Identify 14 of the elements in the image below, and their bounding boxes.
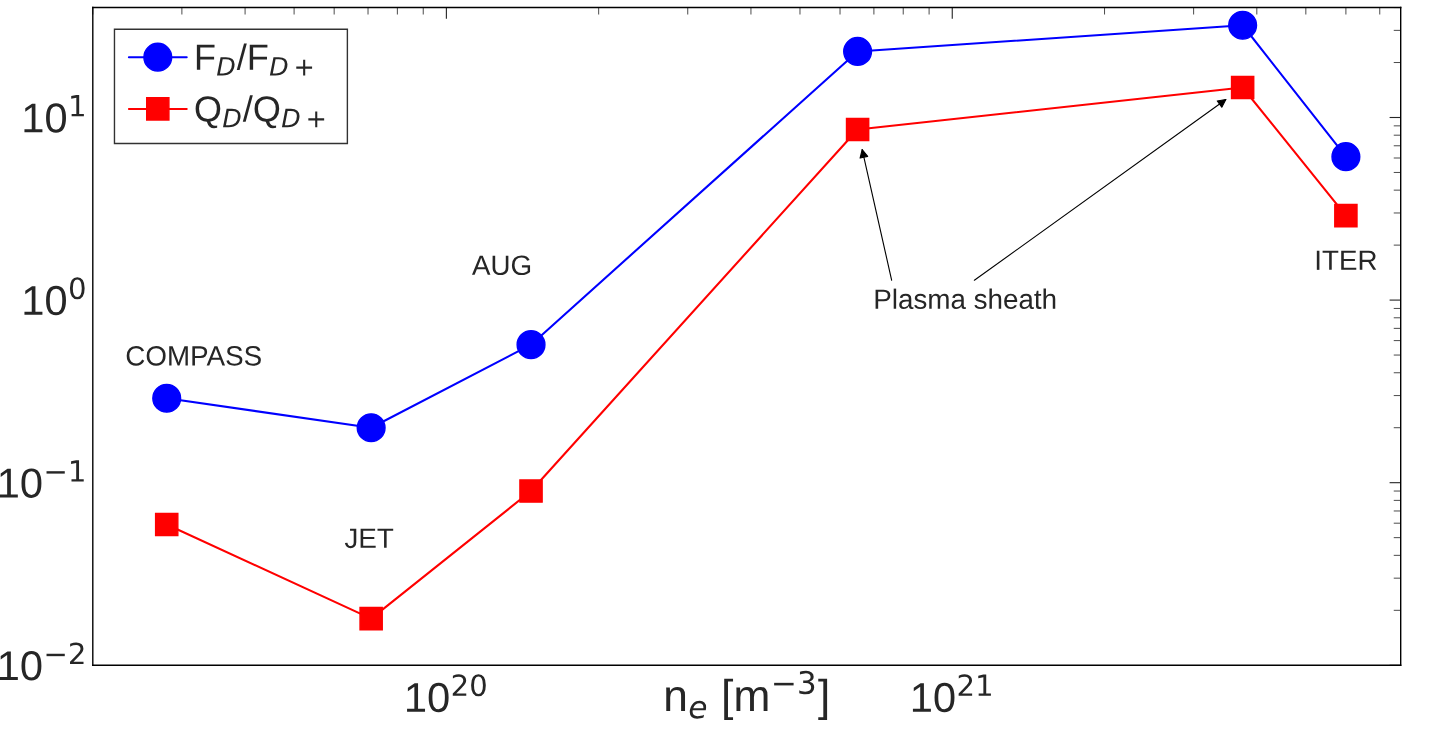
y-tick-label: 10$^{0}$ (24, 277, 85, 316)
x-tick-label: 10$^{21}$ (912, 674, 991, 713)
y-tick-label: 10$^{−1}$ (0, 460, 84, 498)
annotation: ITER (1316, 250, 1377, 270)
y-tick-label: 10$^{−2}$ (0, 642, 84, 681)
annotation: COMPASS (126, 346, 261, 366)
legend-label: F$_{D}$/F$_{D+}$ (196, 43, 313, 76)
x-tick-label: 10$^{20}$ (407, 674, 486, 713)
y-tick-label: 10$^{1}$ (24, 95, 84, 133)
legend-label: Q$_{D}$/Q$_{D+}$ (195, 95, 325, 129)
annotation: Plasma sheath (875, 288, 1056, 310)
annotation: AUG (471, 255, 531, 276)
annotation: JET (344, 528, 394, 549)
x-axis-title: n$_{e}$ [m$^{−3}$] (666, 670, 828, 721)
